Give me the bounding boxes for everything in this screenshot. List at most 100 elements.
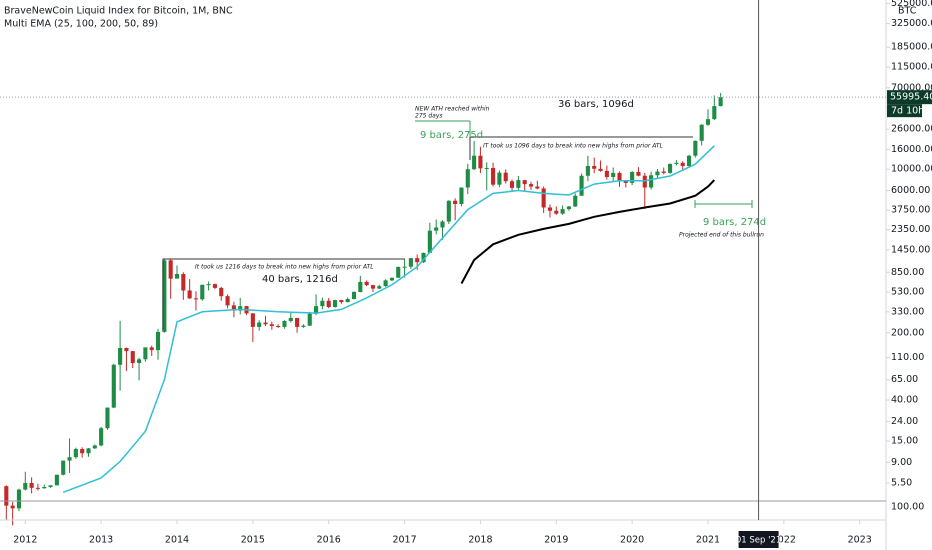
candle-body xyxy=(693,140,698,156)
plot-area xyxy=(4,93,723,526)
candle-body xyxy=(408,258,413,267)
indicator-label: Multi EMA (25, 100, 200, 50, 89) xyxy=(4,19,158,30)
candle-body xyxy=(604,170,609,177)
candle-body xyxy=(42,486,47,489)
candle-body xyxy=(257,322,262,327)
candle-body xyxy=(137,359,142,364)
candle-body xyxy=(168,260,173,279)
candle-body xyxy=(193,298,199,300)
candle-body xyxy=(440,221,445,228)
candle-body xyxy=(421,252,426,263)
candle-body xyxy=(636,171,641,176)
countdown-label: 7d 10h xyxy=(891,106,924,117)
candle-body xyxy=(124,347,129,352)
y-tick-label: 330.00 xyxy=(891,306,924,317)
candle-body xyxy=(560,209,565,214)
candle-body xyxy=(80,449,85,454)
candle-body xyxy=(174,274,180,279)
candle-body xyxy=(668,163,673,173)
chart-title: BraveNewCoin Liquid Index for Bitcoin, 1… xyxy=(4,6,233,17)
candle-body xyxy=(4,486,9,506)
candle-body xyxy=(269,324,274,327)
candle-body xyxy=(383,280,388,287)
x-tick-label: 2023 xyxy=(848,535,872,546)
y-tick-label: 1450.00 xyxy=(891,244,930,255)
annotation: 36 bars, 1096d xyxy=(558,99,634,110)
candle-body xyxy=(155,331,161,351)
candle-body xyxy=(35,487,40,489)
candle-body xyxy=(86,448,91,454)
candle-body xyxy=(61,460,66,475)
candle-body xyxy=(674,162,679,164)
candle-body xyxy=(358,281,363,293)
candle-body xyxy=(453,200,458,204)
y-tick-label: 110.00 xyxy=(891,352,924,363)
candle-body xyxy=(402,266,407,268)
y-tick-label: 9.00 xyxy=(891,457,912,468)
ema-line xyxy=(460,179,716,284)
candle-body xyxy=(686,155,692,166)
candle-body xyxy=(655,171,660,176)
x-tick-label: 2018 xyxy=(468,535,492,546)
bottom-label: 100.00 xyxy=(891,502,924,513)
candle-body xyxy=(99,428,104,446)
candle-body xyxy=(465,169,470,188)
candle-body xyxy=(130,351,135,364)
candle-body xyxy=(67,457,72,461)
candle-body xyxy=(623,180,628,183)
cursor-tag xyxy=(738,531,779,548)
x-tick-label: 2021 xyxy=(696,535,720,546)
candle-body xyxy=(528,184,534,187)
countdown-tag xyxy=(887,104,922,118)
candle-body xyxy=(238,306,243,311)
price-tag-label: 55995.40 xyxy=(890,92,932,103)
candle-body xyxy=(484,167,489,169)
annotation: IT took us 1096 days to break into new h… xyxy=(483,143,663,150)
candle-body xyxy=(680,162,685,166)
y-tick-label: 10000.00 xyxy=(891,164,932,175)
candle-body xyxy=(282,320,287,327)
candle-body xyxy=(541,188,546,208)
ema-line xyxy=(62,145,715,494)
candle-body xyxy=(509,181,515,188)
y-tick-label: 200.00 xyxy=(891,327,924,338)
candle-body xyxy=(630,171,635,183)
candle-body xyxy=(617,172,622,181)
candle-body xyxy=(162,260,167,332)
candle-body xyxy=(459,187,464,204)
candle-body xyxy=(370,285,376,289)
candle-body xyxy=(396,266,401,278)
range-box xyxy=(162,258,405,330)
candle-body xyxy=(320,300,325,307)
y-tick-label: 6000.00 xyxy=(891,185,930,196)
candle-body xyxy=(54,474,59,486)
cursor-label: 01 Sep '21 xyxy=(736,536,781,546)
candle-body xyxy=(250,313,255,327)
candle-body xyxy=(547,207,553,211)
y-tick-label: 530.00 xyxy=(891,287,924,298)
annotation: 275 days xyxy=(415,113,443,120)
y-tick-label: 2350.00 xyxy=(891,224,930,235)
candle-body xyxy=(225,296,230,306)
y-tick-label: 24.00 xyxy=(891,416,918,427)
candle-body xyxy=(301,325,306,327)
x-tick-label: 2015 xyxy=(241,535,265,546)
candle-body xyxy=(712,106,717,120)
candle-body xyxy=(339,300,344,303)
candle-body xyxy=(661,171,666,173)
price-tag xyxy=(887,90,932,105)
x-tick-label: 2014 xyxy=(165,535,189,546)
candle-body xyxy=(118,347,123,365)
candle-body xyxy=(10,505,15,509)
candle-body xyxy=(212,284,217,288)
candle-body xyxy=(326,300,331,308)
candle-body xyxy=(718,97,723,107)
candle-body xyxy=(16,489,22,509)
candle-body xyxy=(23,482,28,490)
candle-body xyxy=(649,175,654,188)
y-tick-label: 525000.00 xyxy=(891,0,932,9)
candle-body xyxy=(364,281,369,286)
y-tick-label: 115000.00 xyxy=(891,62,932,73)
candle-body xyxy=(389,277,394,281)
candle-body xyxy=(345,299,350,303)
